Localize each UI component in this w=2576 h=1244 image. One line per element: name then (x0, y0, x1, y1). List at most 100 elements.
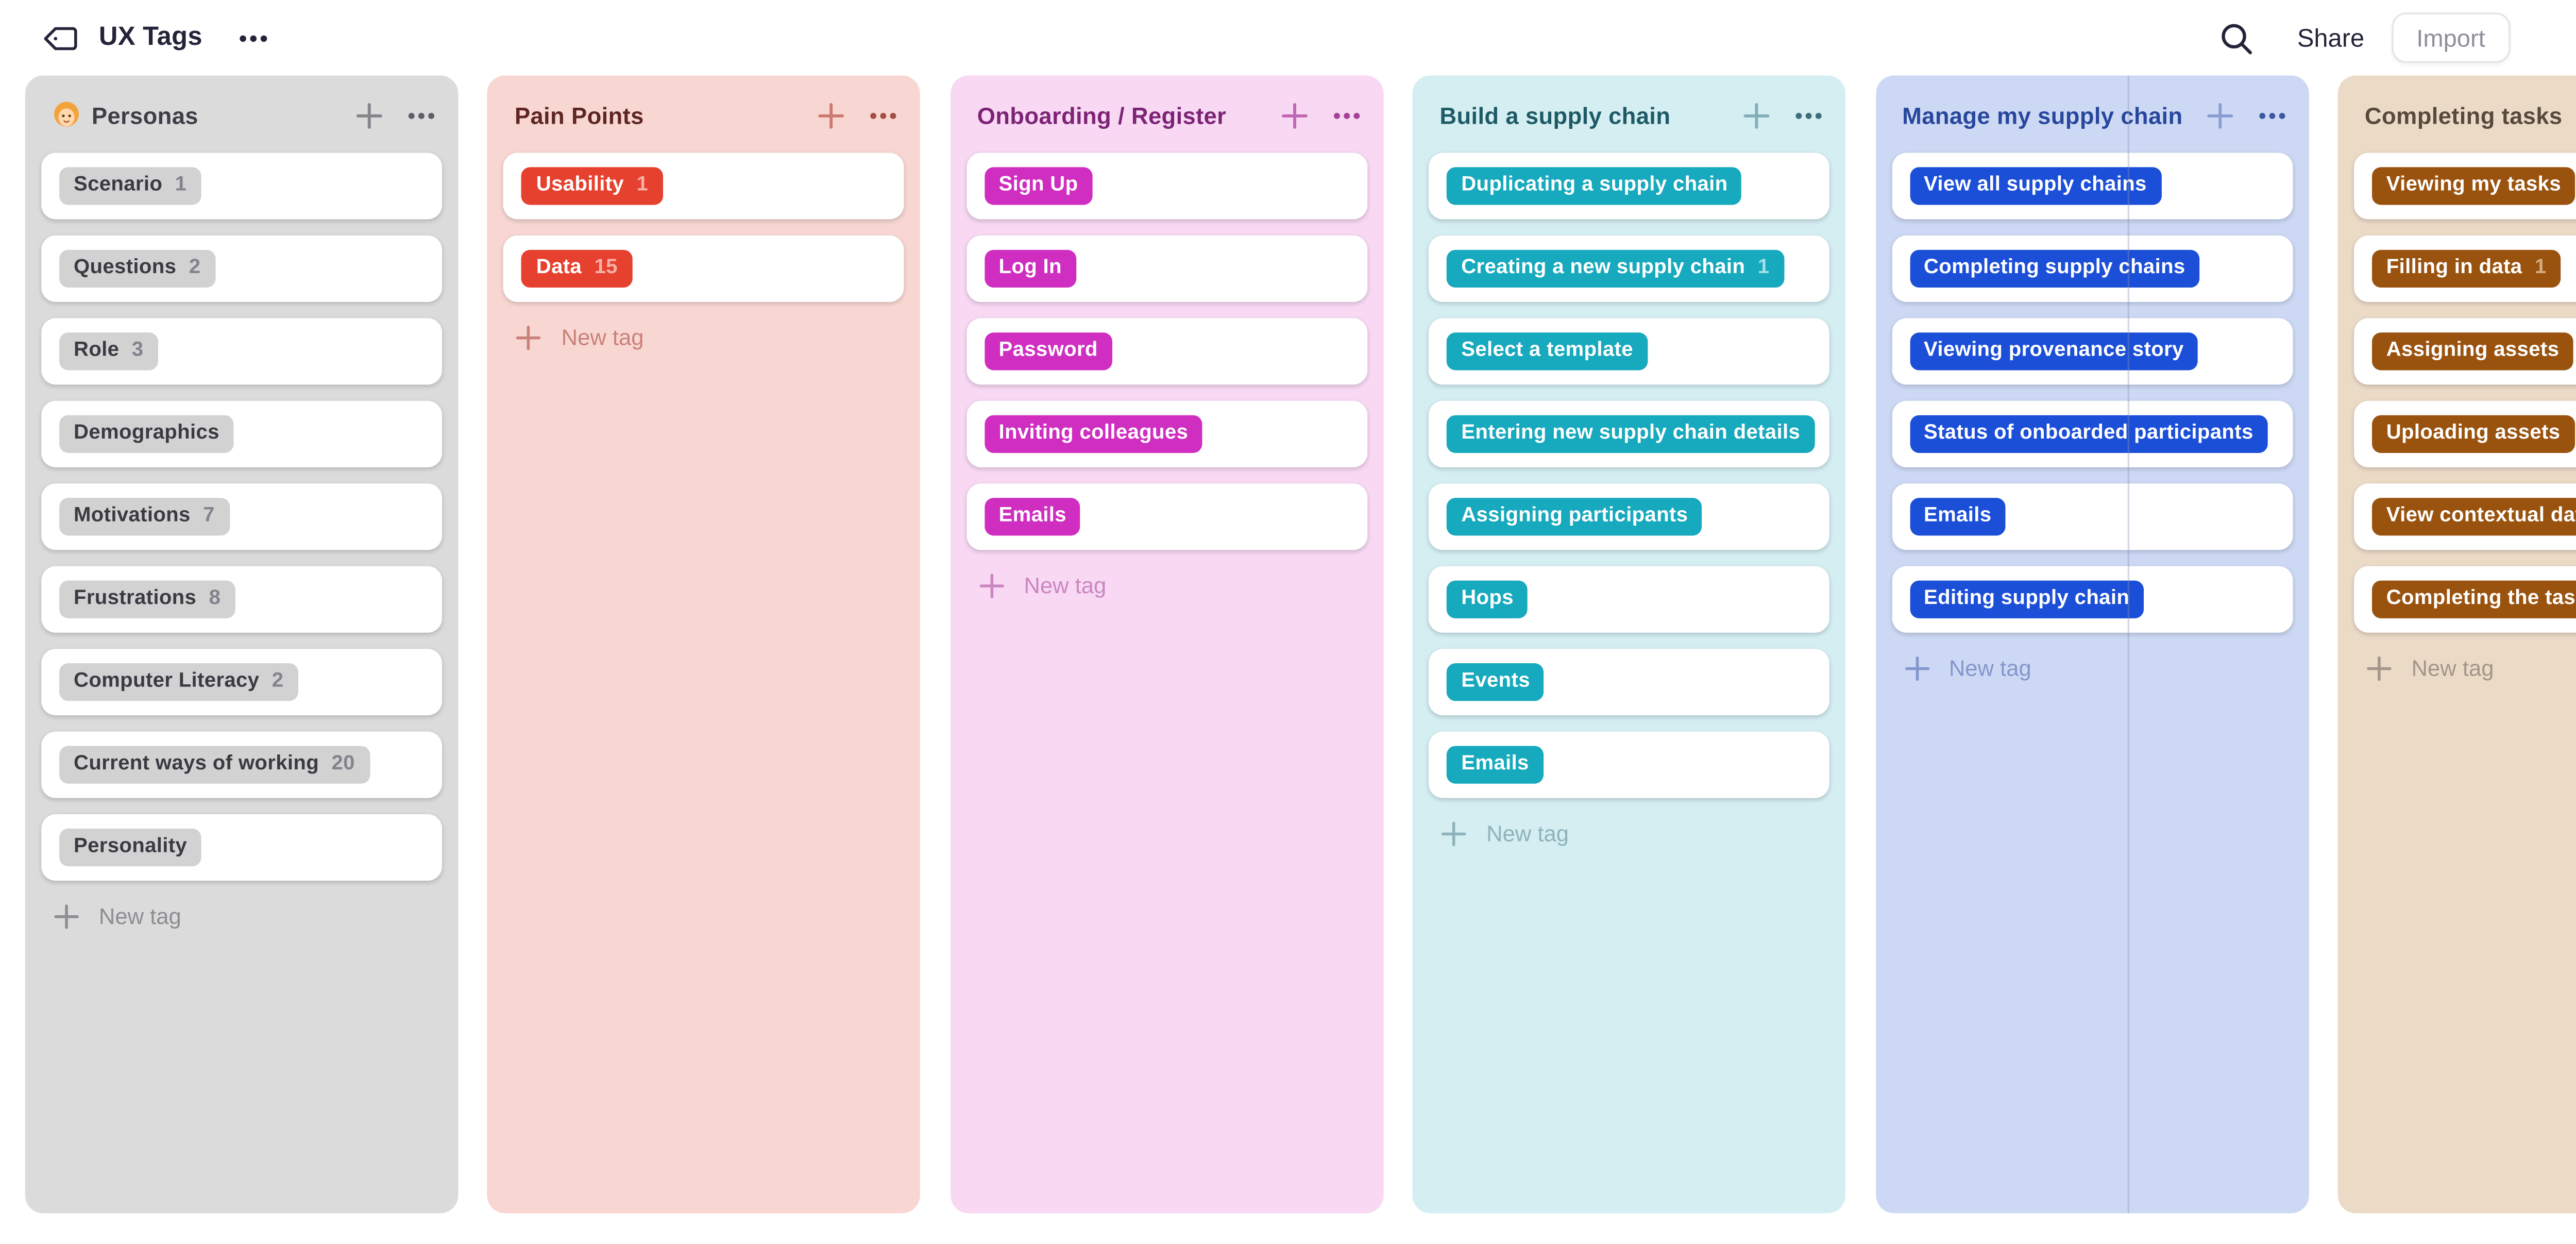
tag-card[interactable]: View contextual data/docs 33 (2353, 483, 2576, 549)
column-menu-ellipsis-icon[interactable] (870, 111, 897, 120)
share-button[interactable]: Share (2297, 23, 2365, 53)
tag-card[interactable]: Completing supply chains (1891, 235, 2293, 301)
tag-label: Hops (1461, 588, 1514, 610)
tag-card[interactable]: Hops (1429, 566, 1830, 632)
tag-chip: Editing supply chain (1909, 580, 2144, 618)
tag-card[interactable]: Filling in data 1 (2353, 235, 2576, 301)
tag-chip: Emails (1909, 497, 2006, 535)
tag-chip: Motivations 7 (59, 497, 229, 535)
header-actions: Share Import (2220, 12, 2511, 63)
tag-chip: Password (984, 332, 1112, 370)
tag-card[interactable]: Uploading assets (2353, 400, 2576, 467)
tag-count-badge: 1 (636, 175, 649, 197)
tag-card[interactable]: Emails (1891, 483, 2293, 549)
tag-label: Frustrations (74, 588, 197, 610)
tag-label: Events (1461, 670, 1530, 693)
tag-card[interactable]: Role 3 (41, 318, 443, 384)
tag-card[interactable]: Creating a new supply chain 1 (1429, 235, 1830, 301)
tag-card[interactable]: Viewing my tasks (2353, 153, 2576, 218)
tag-count-badge: 2 (272, 670, 284, 693)
new-tag-button[interactable]: New tag (1891, 655, 2292, 680)
tag-card[interactable]: Computer Literacy 2 (41, 649, 443, 715)
tag-card[interactable]: View all supply chains (1891, 153, 2293, 218)
tag-label: Questions (74, 257, 177, 279)
tag-card[interactable]: Status of onboarded participants (1891, 400, 2293, 467)
tag-label: View all supply chains (1923, 175, 2147, 197)
tag-card[interactable]: Password (966, 318, 1367, 384)
tag-count-badge: 1 (1757, 257, 1770, 279)
tag-card[interactable]: Duplicating a supply chain (1429, 153, 1830, 218)
search-icon[interactable] (2220, 21, 2254, 55)
add-tag-plus-icon[interactable] (2206, 102, 2233, 128)
tag-card[interactable]: Sign Up (966, 153, 1367, 218)
tag-card[interactable]: Assigning assets (2353, 318, 2576, 384)
tag-label: Motivations (74, 505, 191, 527)
column-header: Pain Points (504, 93, 905, 137)
tag-card[interactable]: Data 15 (503, 235, 905, 301)
tag-card[interactable]: Events (1429, 649, 1830, 715)
column-title: Build a supply chain (1439, 102, 1671, 129)
column-menu-ellipsis-icon[interactable] (1333, 111, 1360, 120)
tag-card[interactable]: Demographics (41, 400, 443, 467)
tag-card[interactable]: Current ways of working 20 (41, 731, 443, 797)
tag-card[interactable]: Questions 2 (41, 235, 443, 301)
tag-chip: Inviting colleagues (984, 414, 1203, 453)
new-tag-button[interactable]: New tag (504, 325, 905, 349)
tag-card[interactable]: Frustrations 8 (41, 566, 443, 632)
tag-chip: View contextual data/docs 33 (2371, 497, 2576, 535)
tag-card[interactable]: Viewing provenance story (1891, 318, 2293, 384)
tag-chip: Data 15 (521, 249, 632, 288)
tag-chip: Events (1447, 663, 1545, 701)
card-list: View all supply chains Completing supply… (1891, 153, 2293, 632)
tag-card[interactable]: Personality (41, 814, 443, 880)
tag-chip: Completing supply chains (1909, 249, 2200, 288)
new-tag-button[interactable]: New tag (2354, 655, 2576, 680)
tag-card[interactable]: Editing supply chain (1891, 566, 2293, 632)
add-tag-plus-icon[interactable] (1743, 102, 1770, 128)
tag-card[interactable]: Log In (966, 235, 1367, 301)
board-menu-ellipsis-icon[interactable] (239, 33, 267, 42)
column-menu-ellipsis-icon[interactable] (2258, 111, 2285, 120)
tag-label: Password (998, 340, 1098, 362)
add-tag-plus-icon[interactable] (818, 102, 845, 128)
add-tag-plus-icon[interactable] (356, 102, 383, 128)
tag-chip: Computer Literacy 2 (59, 663, 298, 701)
new-tag-button[interactable]: New tag (41, 903, 442, 929)
tag-card[interactable]: Entering new supply chain details (1429, 400, 1830, 467)
column-onboarding-register: Onboarding / Register Sign Up Log In Pas… (950, 75, 1383, 1214)
tag-label: Scenario (74, 175, 163, 197)
tag-chip: Assigning participants (1447, 497, 1703, 535)
tag-label: Viewing provenance story (1923, 340, 2184, 362)
column-header: Manage my supply chain (1891, 93, 2292, 137)
tag-label: Computer Literacy (74, 670, 260, 693)
new-tag-button[interactable]: New tag (967, 573, 1367, 598)
new-tag-button[interactable]: New tag (1429, 820, 1829, 846)
tag-card[interactable]: Assigning participants (1429, 483, 1830, 549)
board: Personas Scenario 1 Questions 2 Role 3 (0, 75, 2576, 1214)
add-tag-plus-icon[interactable] (1281, 102, 1308, 128)
tag-card[interactable]: Usability 1 (503, 153, 905, 218)
new-tag-label: New tag (1486, 820, 1569, 846)
column-menu-ellipsis-icon[interactable] (408, 111, 435, 120)
tag-count-badge: 3 (131, 340, 144, 362)
column-header: Personas (41, 93, 442, 137)
tag-card[interactable]: Select a template (1429, 318, 1830, 384)
tag-card[interactable]: Emails (966, 483, 1367, 549)
tag-chip: Status of onboarded participants (1909, 414, 2268, 453)
tag-count-badge: 1 (175, 175, 187, 197)
tag-card[interactable]: Inviting colleagues (966, 400, 1367, 467)
tag-label: Select a template (1461, 340, 1633, 362)
tag-card[interactable]: Scenario 1 (41, 153, 443, 218)
board-title: UX Tags (98, 23, 202, 53)
tag-chip: Personality (59, 828, 202, 866)
tag-card[interactable]: Motivations 7 (41, 483, 443, 549)
tag-chip: Viewing my tasks (2371, 166, 2575, 205)
tag-chip: Filling in data 1 (2371, 249, 2561, 288)
import-button[interactable]: Import (2391, 12, 2511, 63)
column-completing-tasks: Completing tasks Viewing my tasks Fillin… (2337, 75, 2576, 1214)
plus-icon (54, 903, 79, 929)
tag-card[interactable]: Emails (1429, 731, 1830, 797)
column-menu-ellipsis-icon[interactable] (1795, 111, 1822, 120)
tag-card[interactable]: Completing the task (2353, 566, 2576, 632)
tag-chip: Emails (984, 497, 1081, 535)
